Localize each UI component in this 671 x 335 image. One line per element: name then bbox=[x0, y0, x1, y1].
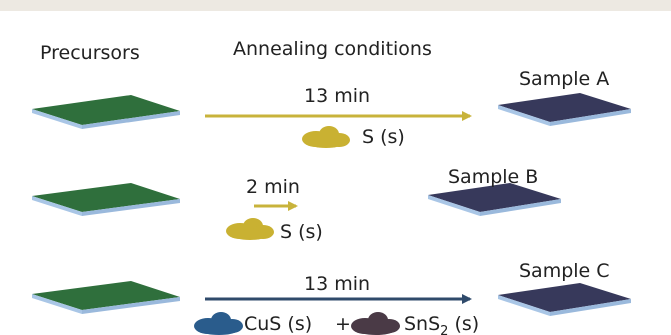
precursor-film-b bbox=[32, 183, 180, 216]
precursor-film-a bbox=[32, 95, 180, 129]
sulfur-label-a: S (s) bbox=[362, 126, 405, 148]
sample-film-b bbox=[428, 183, 561, 216]
cus-label: CuS (s) bbox=[244, 313, 312, 335]
sample-film-a bbox=[498, 93, 631, 126]
sns2-cloud-icon bbox=[351, 312, 400, 335]
sample-label-a: Sample A bbox=[519, 68, 609, 90]
sample-film-c bbox=[498, 283, 631, 316]
precursor-film-c bbox=[32, 281, 180, 314]
cus-cloud-icon bbox=[194, 312, 243, 335]
sample-label-b: Sample B bbox=[448, 166, 538, 188]
precursors-header: Precursors bbox=[40, 42, 140, 64]
time-label-a: 13 min bbox=[304, 85, 370, 107]
plus-sign: + bbox=[335, 313, 351, 335]
sulfur-label-b: S (s) bbox=[280, 221, 323, 243]
time-label-b: 2 min bbox=[246, 176, 300, 198]
sample-label-c: Sample C bbox=[519, 260, 610, 282]
annealing-conditions-header: Annealing conditions bbox=[233, 38, 432, 60]
sulfur-cloud-icon bbox=[226, 218, 274, 240]
sns2-label: SnS2 (s) bbox=[404, 313, 479, 335]
sulfur-cloud-icon bbox=[302, 126, 350, 148]
time-label-c: 13 min bbox=[304, 273, 370, 295]
top-band bbox=[0, 0, 671, 11]
